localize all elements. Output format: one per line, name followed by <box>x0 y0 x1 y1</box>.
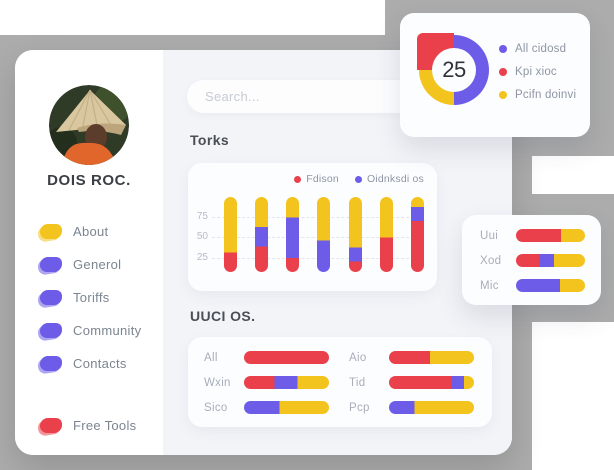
sidebar-item-toriffs[interactable]: Toriffs <box>15 281 163 314</box>
side-stats-rows: Uui Xod Mic <box>480 229 585 292</box>
y-axis-tick: 50 <box>196 231 208 242</box>
stat-bar <box>244 376 329 389</box>
stat-bar <box>244 351 329 364</box>
stat-label: Sico <box>204 401 228 414</box>
stat-label: Wxin <box>204 376 231 389</box>
side-stats-card: Uui Xod Mic <box>462 215 601 305</box>
uuci-column-left: All Wxin Sico <box>204 351 329 414</box>
stacked-bar <box>317 197 331 272</box>
sidebar-item-about[interactable]: About <box>15 215 163 248</box>
contacts-icon <box>40 356 62 371</box>
stacked-bar <box>255 197 269 272</box>
donut-chart-card: 25 All cidosd Kpi xioc Pcifn doinvi <box>400 13 590 137</box>
sidebar-item-label: Generol <box>73 257 122 272</box>
donut-chart: 25 <box>417 33 489 105</box>
stat-bar <box>516 229 585 242</box>
stacked-bar <box>410 197 424 272</box>
profile-name: DOIS ROC. <box>47 172 131 189</box>
legend-dot-purple <box>354 175 362 183</box>
avatar-image <box>49 85 129 165</box>
community-icon <box>40 323 62 338</box>
stat-bar <box>389 351 474 364</box>
stat-bar <box>389 401 474 414</box>
generol-icon <box>40 257 62 272</box>
sidebar-item-contacts[interactable]: Contacts <box>15 347 163 380</box>
stacked-bar <box>286 197 300 272</box>
stat-label: Mic <box>480 279 499 292</box>
dashboard-card: DOIS ROC. About Generol Toriffs Communit… <box>15 50 512 455</box>
sidebar-item-label: Contacts <box>73 356 127 371</box>
stat-label: Aio <box>349 351 367 364</box>
sidebar-item-label: Toriffs <box>73 290 110 305</box>
sidebar-item-label: Community <box>73 323 142 338</box>
legend-label: Fdison <box>306 173 339 185</box>
legend-item: Fdison <box>294 173 339 185</box>
legend-item: Kpi xioc <box>499 66 576 78</box>
stat-row: Mic <box>480 279 585 292</box>
sidebar-item-label: Free Tools <box>73 418 137 433</box>
stacked-bar <box>379 197 393 272</box>
legend-dot-red <box>499 68 507 76</box>
stat-row: Uui <box>480 229 585 242</box>
legend-item: Oidnksdi os <box>354 173 424 185</box>
legend-label: All cidosd <box>515 43 567 55</box>
stat-label: All <box>204 351 218 364</box>
sidebar-item-community[interactable]: Community <box>15 314 163 347</box>
toriffs-icon <box>40 290 62 305</box>
stat-bar <box>516 254 585 267</box>
stat-row: Xod <box>480 254 585 267</box>
legend-dot-purple <box>499 45 507 53</box>
torks-legend: Fdison Oidnksdi os <box>294 173 424 185</box>
stat-row: Tid <box>349 376 474 389</box>
legend-label: Kpi xioc <box>515 66 557 78</box>
stat-row: Aio <box>349 351 474 364</box>
sidebar: DOIS ROC. About Generol Toriffs Communit… <box>15 50 163 455</box>
section-title-uuci: UUCI OS. <box>190 308 256 324</box>
about-icon <box>40 224 62 239</box>
sidebar-nav: About Generol Toriffs Community Contacts <box>15 215 163 442</box>
uuci-stats-card: All Wxin Sico <box>188 337 492 427</box>
torks-plot: 75 50 25 <box>188 163 437 291</box>
avatar <box>49 85 129 165</box>
free-tools-icon <box>40 418 62 433</box>
sidebar-item-label: About <box>73 224 109 239</box>
legend-item: Pcifn doinvi <box>499 89 576 101</box>
stat-label: Pcp <box>349 401 370 414</box>
donut-legend: All cidosd Kpi xioc Pcifn doinvi <box>499 43 576 101</box>
y-axis-tick: 25 <box>196 252 208 263</box>
stat-label: Xod <box>480 254 502 267</box>
stacked-bar <box>348 197 362 272</box>
stacked-bar <box>224 197 237 272</box>
legend-dot-yellow <box>499 91 507 99</box>
stat-row: Wxin <box>204 376 329 389</box>
legend-label: Oidnksdi os <box>366 173 424 185</box>
torks-chart-card: Fdison Oidnksdi os 75 50 25 <box>188 163 437 291</box>
stat-bar <box>516 279 585 292</box>
section-title-torks: Torks <box>190 132 230 148</box>
stat-bar <box>244 401 329 414</box>
uuci-column-right: Aio Tid Pcp <box>349 351 474 414</box>
stat-row: Pcp <box>349 401 474 414</box>
legend-dot-red <box>294 175 302 183</box>
stat-label: Tid <box>349 376 366 389</box>
stat-row: All <box>204 351 329 364</box>
sidebar-item-free-tools[interactable]: Free Tools <box>15 409 163 442</box>
torks-bars <box>224 197 424 272</box>
y-axis-tick: 75 <box>196 211 208 222</box>
stat-label: Uui <box>480 229 499 242</box>
legend-label: Pcifn doinvi <box>515 89 577 101</box>
legend-item: All cidosd <box>499 43 576 55</box>
stat-bar <box>389 376 474 389</box>
stat-row: Sico <box>204 401 329 414</box>
donut-center-value: 25 <box>432 48 476 92</box>
sidebar-item-generol[interactable]: Generol <box>15 248 163 281</box>
